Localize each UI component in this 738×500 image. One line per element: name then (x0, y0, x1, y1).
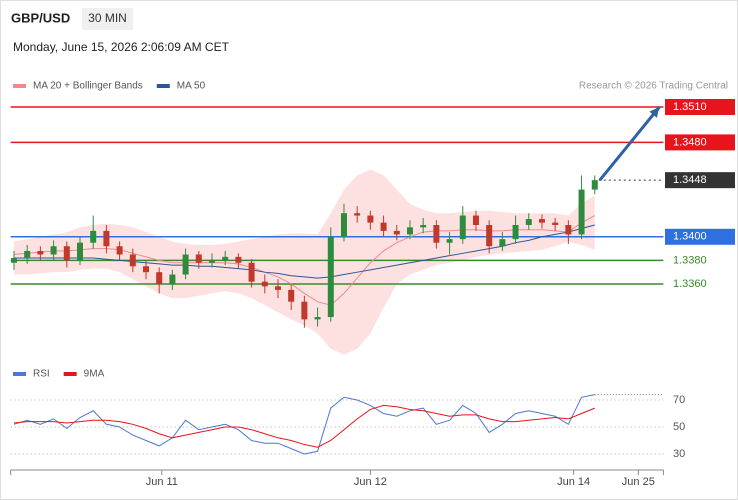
candle-body (380, 222, 387, 231)
bollinger-band (13, 169, 595, 355)
candle-body (591, 180, 598, 190)
candle-body (446, 239, 453, 243)
legend-label: RSI (33, 369, 50, 380)
candle-body (367, 215, 374, 223)
level-label: 1.3448 (673, 174, 707, 186)
legend-swatch (13, 372, 26, 376)
candle-body (63, 246, 70, 261)
candle-body (50, 246, 57, 255)
candle-body (565, 224, 572, 235)
legend-swatch (13, 84, 26, 88)
level-box (665, 172, 735, 189)
rsi-line (13, 394, 595, 455)
candle-body (406, 227, 413, 235)
level-box (665, 134, 735, 151)
legend-label: 9MA (84, 369, 105, 380)
candle-body (433, 224, 440, 243)
candle-body (301, 301, 308, 320)
copyright: Research © 2026 Trading Central (579, 81, 728, 92)
y-tick-label: 50 (673, 421, 685, 433)
candle-body (538, 219, 545, 223)
candle-body (288, 289, 295, 302)
candle-body (512, 224, 519, 240)
candle-body (37, 250, 44, 255)
candle-body (354, 213, 361, 216)
legend-label: MA 50 (177, 81, 206, 92)
x-tick-label: Jun 25 (622, 476, 655, 488)
y-tick-label: 30 (673, 448, 685, 460)
candle-body (235, 256, 242, 263)
ma-line (13, 215, 596, 306)
candle-body (129, 254, 136, 267)
candle-body (274, 286, 281, 290)
candle-body (459, 215, 466, 240)
level-box (665, 98, 735, 115)
candle-body (222, 256, 229, 261)
candle-body (90, 230, 97, 243)
candle-body (499, 239, 506, 247)
x-tick-label: Jun 12 (354, 476, 387, 488)
level-label: 1.3400 (673, 231, 707, 243)
interval: 30 MIN (88, 11, 127, 25)
level-label: 1.3480 (673, 136, 707, 148)
candle-body (195, 254, 202, 263)
candle-body (248, 262, 255, 282)
forecast-arrowhead (649, 106, 660, 118)
candle-body (420, 224, 427, 228)
candle-body (116, 246, 123, 255)
timestamp: Monday, June 15, 2026 2:06:09 AM CET (13, 40, 230, 54)
x-tick-label: Jun 11 (146, 476, 178, 488)
rsi-line (13, 404, 595, 448)
level-label: 1.3360 (673, 278, 707, 290)
candle-body (142, 266, 149, 273)
interval-box (82, 8, 133, 30)
ma-line (13, 224, 595, 279)
candle-body (182, 254, 189, 275)
level-box (665, 228, 735, 245)
level-label: 1.3380 (673, 254, 707, 266)
candle-body (393, 230, 400, 235)
candle-body (156, 272, 163, 284)
candle-body (314, 317, 321, 320)
symbol: GBP/USD (11, 10, 70, 25)
candle-body (327, 236, 334, 318)
candle-body (10, 258, 17, 263)
forecast-arrow (598, 106, 661, 182)
x-tick-label: Jun 14 (557, 476, 590, 488)
candle-body (103, 230, 110, 247)
candle-body (169, 274, 176, 284)
y-tick-label: 70 (673, 394, 685, 406)
candle-body (24, 250, 31, 259)
candle-body (261, 281, 268, 287)
legend-swatch (63, 372, 77, 376)
candle-body (340, 213, 347, 237)
candle-body (76, 242, 83, 261)
candle-body (208, 260, 215, 263)
candle-body (578, 189, 585, 235)
legend-label: MA 20 + Bollinger Bands (33, 81, 143, 92)
candle-body (486, 224, 493, 247)
level-label: 1.3510 (673, 101, 707, 113)
candle-body (472, 215, 479, 225)
candle-body (525, 219, 532, 225)
legend-swatch (156, 84, 170, 88)
candle-body (552, 222, 559, 225)
